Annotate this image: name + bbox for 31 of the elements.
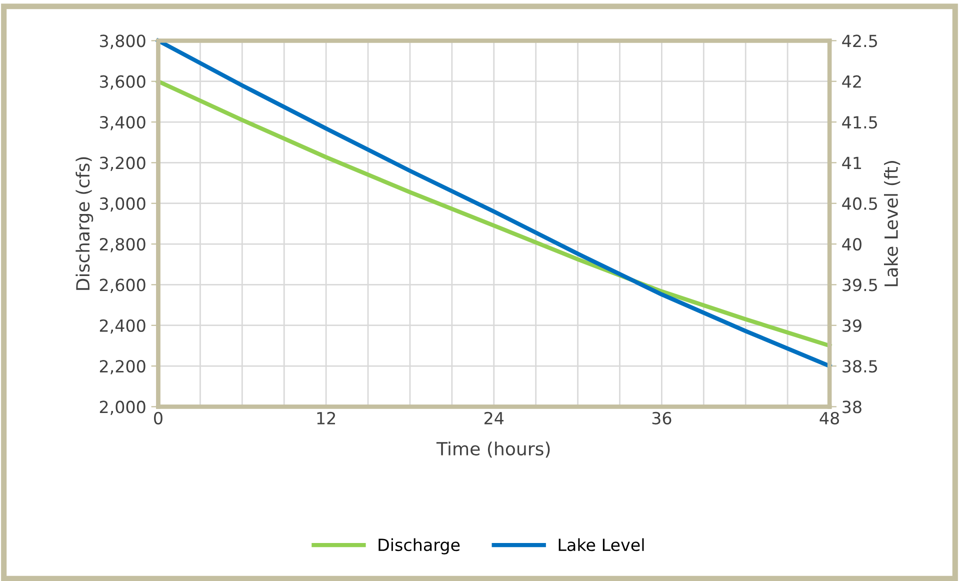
y-tick-label: 2,400 [100, 319, 146, 334]
y2-tick-label: 40.5 [842, 197, 877, 210]
y-tick-label: 3,800 [100, 34, 146, 49]
y-tick-label: 3,200 [100, 156, 146, 171]
y2-tick-label: 39.5 [842, 278, 877, 292]
y-tick-label: 3,600 [100, 75, 146, 90]
y2-tick-label: 41 [842, 156, 862, 170]
y-axis-title: Discharge (cfs) [76, 157, 94, 290]
legend-label: Lake Level [558, 538, 644, 552]
x-axis-title: Time (hours) [436, 442, 550, 458]
y-tick-label: 3,000 [100, 197, 146, 212]
line-series [156, 79, 832, 348]
x-tick-label: 48 [820, 412, 839, 424]
y2-tick-label: 42.5 [842, 34, 877, 48]
y-tick-label: 2,000 [100, 400, 146, 415]
x-tick-label: 36 [652, 412, 672, 424]
x-tick-label: 12 [317, 412, 335, 424]
y2-tick-label: 39 [842, 319, 862, 332]
y2-tick-label: 38 [842, 400, 862, 414]
y-tick-label: 2,800 [100, 238, 146, 252]
y2-axis-title: Lake Level (ft) [884, 161, 900, 286]
y2-tick-label: 40 [842, 238, 862, 251]
x-tick-label: 24 [484, 412, 504, 424]
y2-tick-label: 42 [842, 75, 861, 88]
y2-tick-label: 38.5 [842, 360, 877, 373]
y2-tick-label: 41.5 [842, 116, 877, 129]
legend-label: Discharge [378, 538, 460, 554]
y-tick-label: 3,400 [100, 116, 146, 130]
x-tick-label: 0 [154, 412, 162, 424]
y-tick-label: 2,200 [100, 360, 146, 374]
y-tick-label: 2,600 [100, 278, 146, 293]
